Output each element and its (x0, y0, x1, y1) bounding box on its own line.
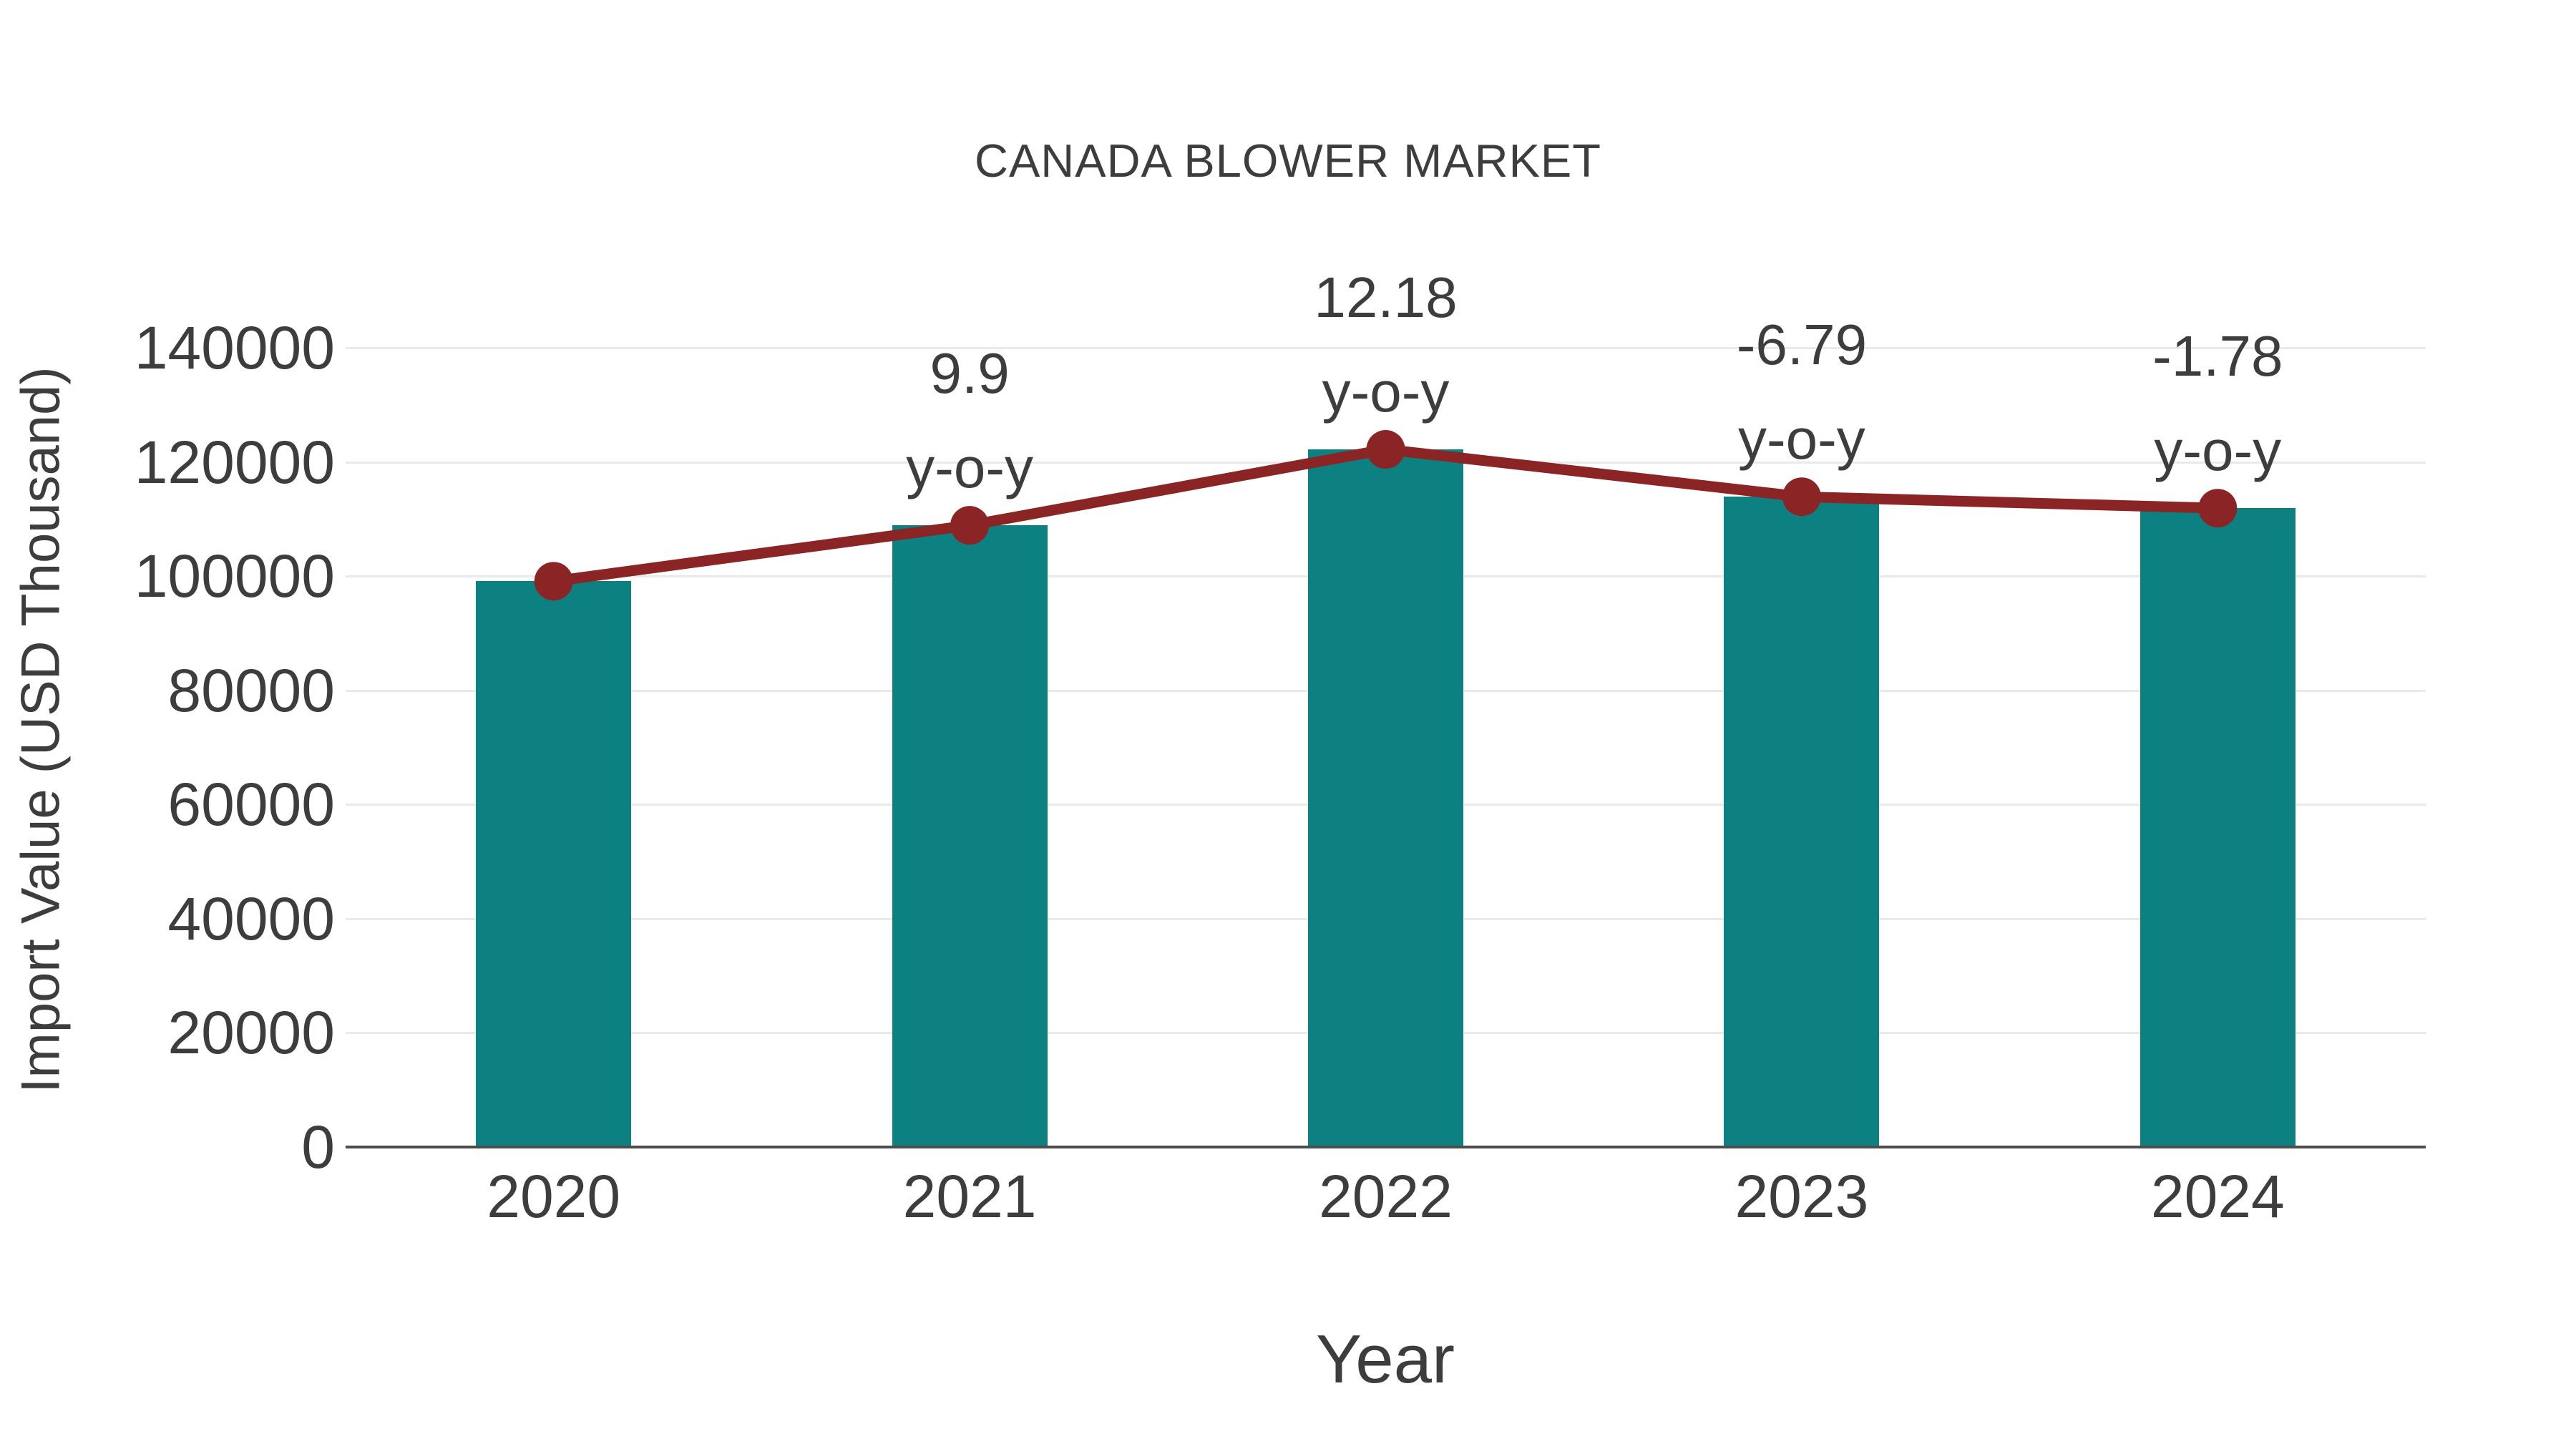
annotation-yoy-2022: 12.18 y-o-y (1314, 250, 1457, 439)
y-tick-label-60000: 60000 (167, 771, 335, 839)
y-tick-label-20000: 20000 (167, 999, 335, 1067)
annotation-suffix: y-o-y (906, 436, 1033, 500)
annotation-yoy-2021: 9.9 y-o-y (906, 326, 1033, 515)
x-axis-line (346, 1146, 2426, 1148)
x-tick-label-2023: 2023 (1735, 1163, 1869, 1230)
bar-2023[interactable] (1724, 497, 1880, 1147)
x-tick-label-2021: 2021 (902, 1163, 1037, 1230)
annotation-value: -1.78 (2152, 324, 2283, 389)
annotation-suffix: y-o-y (1322, 360, 1450, 424)
annotation-suffix: y-o-y (2154, 419, 2282, 483)
y-tick-label-0: 0 (301, 1113, 335, 1181)
y-tick-label-40000: 40000 (167, 884, 335, 952)
bar-2022[interactable] (1308, 449, 1463, 1147)
annotation-yoy-2023: -6.79 y-o-y (1737, 298, 1867, 487)
annotation-value: -6.79 (1736, 313, 1868, 377)
bar-2024[interactable] (2140, 508, 2296, 1147)
bar-2021[interactable] (892, 525, 1048, 1147)
annotation-value: 9.9 (930, 341, 1010, 406)
gridline-y-140000 (346, 347, 2426, 349)
y-tick-label-120000: 120000 (134, 428, 335, 496)
x-tick-label-2020: 2020 (487, 1163, 621, 1230)
bar-2020[interactable] (476, 581, 632, 1147)
y-tick-label-100000: 100000 (134, 542, 335, 610)
annotation-yoy-2024: -1.78 y-o-y (2152, 309, 2283, 498)
y-tick-label-80000: 80000 (167, 656, 335, 724)
annotation-suffix: y-o-y (1738, 407, 1865, 472)
y-tick-label-140000: 140000 (134, 314, 335, 381)
x-tick-label-2022: 2022 (1319, 1163, 1453, 1230)
x-axis-title: Year (1316, 1321, 1455, 1397)
x-tick-label-2024: 2024 (2150, 1163, 2285, 1230)
chart-title: CANADA BLOWER MARKET (975, 135, 1601, 187)
annotation-value: 12.18 (1314, 265, 1458, 330)
